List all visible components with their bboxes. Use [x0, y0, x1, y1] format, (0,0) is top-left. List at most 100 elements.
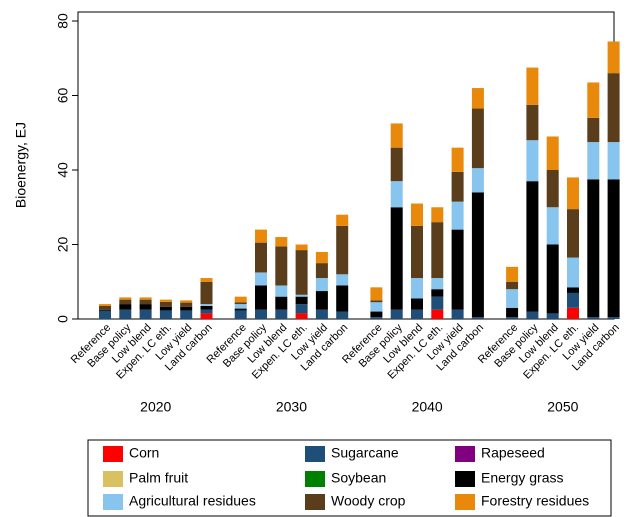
y-tick-label: 20 [55, 237, 71, 253]
bar-segment [200, 313, 213, 319]
bar-segment [275, 309, 288, 319]
y-tick-label: 0 [55, 315, 71, 323]
group-label: 2040 [412, 399, 443, 415]
legend-label: Woody crop [331, 493, 406, 509]
legend-swatch [305, 471, 325, 487]
bar-segment [234, 296, 247, 303]
bar-segment [315, 309, 328, 319]
bar-segment [275, 296, 288, 310]
bar-segment [506, 289, 519, 308]
bar-segment [411, 225, 423, 279]
bar-segment [587, 317, 600, 319]
legend-swatch [103, 471, 123, 487]
legend-swatch [103, 446, 123, 462]
legend-label: Forestry residues [481, 493, 589, 509]
bar-segment [295, 294, 308, 297]
bar-segment [451, 201, 464, 230]
legend-swatch [455, 471, 475, 487]
bar-segment [275, 285, 288, 297]
legend-label: Energy grass [481, 470, 563, 486]
bar-segment [234, 304, 247, 309]
bar-segment [431, 207, 444, 223]
bar-segment [546, 207, 559, 245]
bar-segment [451, 309, 464, 319]
bar-segment [139, 309, 152, 319]
bar-segment [295, 250, 308, 295]
bar-segment [139, 299, 152, 305]
bar-segment [546, 313, 559, 319]
legend-label: Sugarcane [331, 445, 399, 461]
bar-segment [607, 142, 620, 180]
bar-segment [315, 278, 328, 292]
bar-segment [546, 170, 559, 208]
bar-segment [180, 300, 193, 303]
bar-segment [139, 304, 152, 310]
bar-segment [234, 310, 247, 319]
legend-label: Agricultural residues [129, 493, 256, 509]
bar-segment [370, 287, 383, 301]
bar-segment [506, 266, 519, 282]
bar-segment [295, 244, 308, 251]
legend-swatch [455, 494, 475, 510]
bar-segment [526, 67, 539, 105]
bar-segment [451, 229, 464, 310]
bar-segment [180, 302, 193, 307]
bar-segment [607, 179, 620, 318]
bar-segment [431, 296, 444, 310]
bar-segment [295, 313, 308, 319]
bar-segment [390, 123, 403, 148]
legend-label: Rapeseed [481, 445, 545, 461]
bar-segment [390, 147, 403, 182]
y-tick-label: 60 [55, 88, 71, 104]
bar-segment [411, 309, 423, 319]
legend-swatch [305, 446, 325, 462]
bar-segment [200, 305, 213, 310]
bar-segment [506, 307, 519, 318]
bar-segment [567, 307, 579, 319]
bar-segment [471, 108, 484, 169]
bar-segment [275, 246, 288, 286]
bar-segment [431, 289, 444, 297]
bar-segment [390, 207, 403, 310]
bar-segment [607, 41, 620, 74]
legend-label: Corn [129, 445, 159, 461]
bar-segment [390, 181, 403, 208]
y-tick-label: 40 [55, 162, 71, 178]
legend-swatch [455, 446, 475, 462]
bar-segment [315, 291, 328, 310]
bar-segment [431, 309, 444, 319]
bar-segment [139, 297, 152, 300]
bar-segment [200, 309, 213, 314]
legend-label: Soybean [331, 470, 386, 486]
legend-swatch [103, 494, 123, 510]
bar-segment [411, 278, 423, 299]
bar-segment [159, 306, 172, 311]
bar-segment [255, 272, 267, 286]
bar-segment [411, 203, 423, 226]
bar-segment [336, 225, 349, 275]
bar-segment [119, 309, 132, 319]
bar-segment [587, 142, 600, 180]
bar-segment [471, 88, 484, 109]
bar-segment [336, 214, 349, 226]
bar-segment [567, 209, 579, 258]
bar-segment [99, 309, 111, 311]
bar-segment [180, 306, 193, 311]
bar-segment [607, 73, 620, 143]
bar-segment [526, 140, 539, 182]
bar-segment [431, 278, 444, 290]
bar-segment [471, 192, 484, 318]
bar-segment [275, 237, 288, 247]
bar-segment [119, 299, 132, 305]
bar-segment [336, 285, 349, 312]
bar-segment [471, 168, 484, 193]
bar-segment [295, 296, 308, 305]
bar-segment [255, 229, 267, 243]
bar-segment [255, 285, 267, 310]
bar-segment [431, 222, 444, 279]
bar-segment [506, 317, 519, 319]
bar-segment [200, 278, 213, 282]
legend-box [87, 439, 612, 517]
legend-swatch [305, 494, 325, 510]
